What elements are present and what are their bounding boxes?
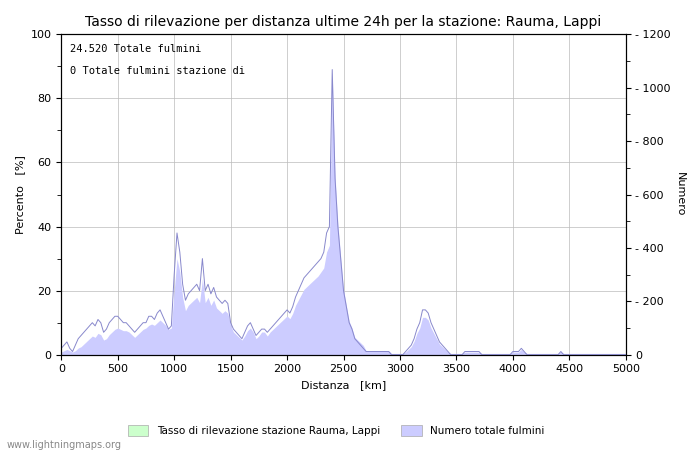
X-axis label: Distanza   [km]: Distanza [km] [301,380,386,390]
Text: www.lightningmaps.org: www.lightningmaps.org [7,440,122,450]
Y-axis label: Numero: Numero [675,172,685,217]
Text: 24.520 Totale fulmini: 24.520 Totale fulmini [70,44,201,54]
Text: 0 Totale fulmini stazione di: 0 Totale fulmini stazione di [70,66,245,76]
Title: Tasso di rilevazione per distanza ultime 24h per la stazione: Rauma, Lappi: Tasso di rilevazione per distanza ultime… [85,15,601,29]
Y-axis label: Percento   [%]: Percento [%] [15,155,25,234]
Legend: Tasso di rilevazione stazione Rauma, Lappi, Numero totale fulmini: Tasso di rilevazione stazione Rauma, Lap… [123,421,549,440]
